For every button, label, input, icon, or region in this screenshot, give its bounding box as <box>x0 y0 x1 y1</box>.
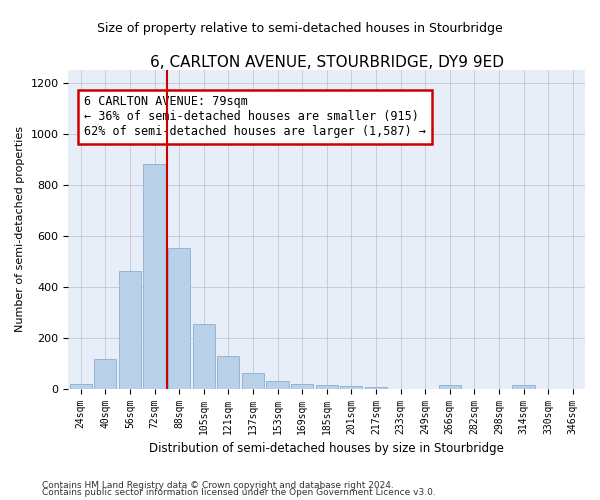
Bar <box>242 374 264 388</box>
Bar <box>143 164 166 388</box>
X-axis label: Distribution of semi-detached houses by size in Stourbridge: Distribution of semi-detached houses by … <box>149 442 504 455</box>
Bar <box>340 386 362 388</box>
Bar <box>316 385 338 388</box>
Y-axis label: Number of semi-detached properties: Number of semi-detached properties <box>15 126 25 332</box>
Bar <box>70 384 92 388</box>
Text: 6 CARLTON AVENUE: 79sqm
← 36% of semi-detached houses are smaller (915)
62% of s: 6 CARLTON AVENUE: 79sqm ← 36% of semi-de… <box>84 96 426 138</box>
Bar <box>439 385 461 388</box>
Title: 6, CARLTON AVENUE, STOURBRIDGE, DY9 9ED: 6, CARLTON AVENUE, STOURBRIDGE, DY9 9ED <box>150 55 504 70</box>
Text: Contains HM Land Registry data © Crown copyright and database right 2024.: Contains HM Land Registry data © Crown c… <box>42 480 394 490</box>
Bar <box>217 356 239 388</box>
Bar <box>168 248 190 388</box>
Bar <box>266 381 289 388</box>
Bar <box>291 384 313 388</box>
Bar <box>193 324 215 388</box>
Bar <box>94 360 116 388</box>
Text: Contains public sector information licensed under the Open Government Licence v3: Contains public sector information licen… <box>42 488 436 497</box>
Bar <box>119 272 141 388</box>
Bar <box>512 385 535 388</box>
Text: Size of property relative to semi-detached houses in Stourbridge: Size of property relative to semi-detach… <box>97 22 503 35</box>
